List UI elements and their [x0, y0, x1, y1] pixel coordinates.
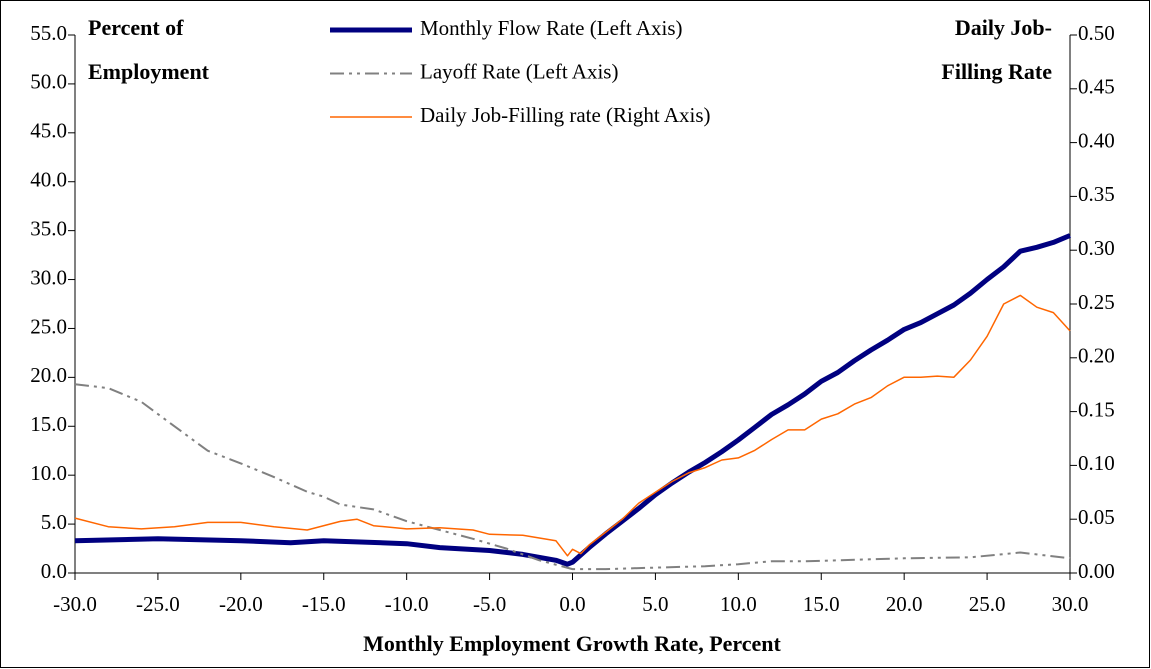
y2-tick-label: 0.35 — [1078, 182, 1115, 206]
y-tick-label: 55.0 — [30, 21, 67, 45]
y2-tick-label: 0.25 — [1078, 290, 1115, 314]
y-tick-label: 20.0 — [30, 363, 67, 387]
x-tick-label: 25.0 — [969, 592, 1006, 616]
x-tick-label: 20.0 — [886, 592, 923, 616]
x-tick-label: -10.0 — [385, 592, 429, 616]
y2-tick-label: 0.00 — [1078, 559, 1115, 583]
y2-tick-label: 0.30 — [1078, 236, 1115, 260]
x-tick-label: 30.0 — [1052, 592, 1089, 616]
legend-label: Layoff Rate (Left Axis) — [420, 59, 618, 83]
y-tick-label: 25.0 — [30, 314, 67, 338]
x-tick-label: -5.0 — [473, 592, 506, 616]
y2-axis-title-line: Daily Job- — [955, 15, 1052, 40]
y-tick-label: 35.0 — [30, 216, 67, 240]
y-tick-label: 45.0 — [30, 119, 67, 143]
y2-axis-title-line: Filling Rate — [941, 59, 1052, 84]
legend-label: Daily Job-Filling rate (Right Axis) — [420, 103, 710, 127]
y2-tick-label: 0.50 — [1078, 21, 1115, 45]
x-tick-label: -25.0 — [136, 592, 180, 616]
y2-tick-label: 0.15 — [1078, 397, 1115, 421]
x-tick-label: 10.0 — [720, 592, 757, 616]
y-tick-label: 5.0 — [41, 510, 67, 534]
y-axis-title-line: Employment — [88, 59, 210, 84]
series-line — [74, 383, 1071, 571]
y-tick-label: 0.0 — [41, 559, 67, 583]
y-tick-label: 40.0 — [30, 168, 67, 192]
y-axis-title-line: Percent of — [88, 15, 184, 40]
x-axis-title: Monthly Employment Growth Rate, Percent — [363, 631, 781, 656]
y2-tick-label: 0.40 — [1078, 128, 1115, 152]
y2-tick-label: 0.05 — [1078, 505, 1115, 529]
x-tick-label: 0.0 — [559, 592, 585, 616]
x-tick-label: 5.0 — [642, 592, 668, 616]
x-tick-label: -30.0 — [53, 592, 97, 616]
x-tick-label: 15.0 — [803, 592, 840, 616]
y-tick-label: 50.0 — [30, 70, 67, 94]
series-line — [74, 294, 1071, 557]
x-tick-label: -20.0 — [219, 592, 263, 616]
y2-tick-label: 0.20 — [1078, 344, 1115, 368]
y2-tick-label: 0.10 — [1078, 451, 1115, 475]
series-line — [74, 233, 1071, 567]
x-tick-label: -15.0 — [302, 592, 346, 616]
y2-tick-label: 0.45 — [1078, 75, 1115, 99]
legend-label: Monthly Flow Rate (Left Axis) — [420, 16, 682, 40]
y-tick-label: 15.0 — [30, 412, 67, 436]
y-tick-label: 10.0 — [30, 461, 67, 485]
y-tick-label: 30.0 — [30, 265, 67, 289]
